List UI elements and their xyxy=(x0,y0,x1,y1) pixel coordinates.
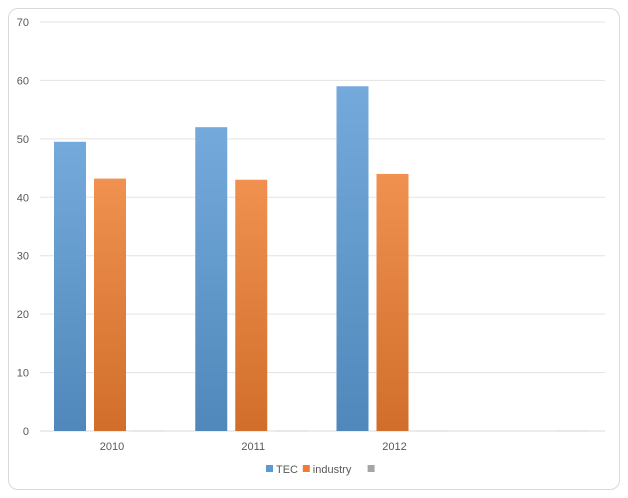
legend-label-TEC: TEC xyxy=(276,464,298,476)
y-tick-label: 60 xyxy=(17,75,29,87)
bar-industry-2012 xyxy=(376,173,409,431)
x-tick-label: 2010 xyxy=(100,441,124,453)
bar-TEC-2011 xyxy=(195,127,228,432)
y-tick-label: 50 xyxy=(17,134,29,146)
bar-TEC-2012 xyxy=(336,86,369,432)
legend-swatch-TEC xyxy=(266,465,273,472)
bar-industry-2011 xyxy=(235,179,268,431)
y-tick-label: 40 xyxy=(17,192,29,204)
bars xyxy=(54,86,590,432)
x-tick-label: 2011 xyxy=(241,441,265,453)
legend: TEC industry xyxy=(266,464,375,476)
x-tick-label: 2012 xyxy=(382,441,406,453)
y-tick-label: 30 xyxy=(17,251,29,263)
y-tick-label: 20 xyxy=(17,309,29,321)
y-tick-label: 0 xyxy=(23,426,29,438)
bar-industry-2010 xyxy=(94,178,126,431)
y-tick-label: 70 xyxy=(17,17,29,29)
y-axis-ticks: 0 10 20 30 40 50 60 70 xyxy=(17,17,29,438)
y-tick-label: 10 xyxy=(17,368,29,380)
legend-label-industry: industry xyxy=(313,464,352,476)
legend-swatch-industry xyxy=(302,465,310,472)
bar-TEC-2010 xyxy=(54,141,86,431)
x-axis-ticks: 2010 2011 2012 xyxy=(100,441,407,453)
legend-swatch-series3 xyxy=(367,465,375,472)
